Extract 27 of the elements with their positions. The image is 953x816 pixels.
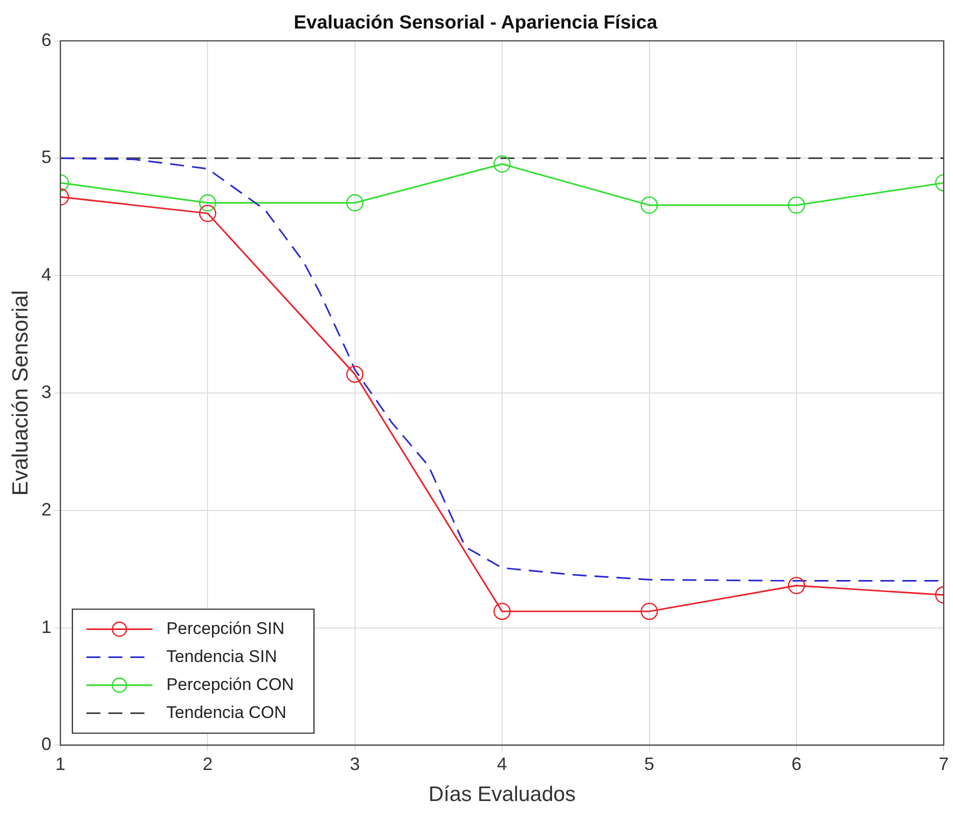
x-axis-title: Días Evaluados — [428, 783, 576, 806]
x-tick-label: 6 — [791, 754, 802, 774]
y-tick-label: 3 — [41, 382, 52, 402]
legend-label: Tendencia SIN — [166, 646, 277, 666]
legend-label: Percepción SIN — [166, 618, 285, 638]
x-tick-label: 2 — [202, 754, 213, 774]
x-tick-label: 1 — [55, 754, 66, 774]
point — [640, 196, 658, 214]
x-tick-label: 5 — [644, 754, 654, 774]
point — [346, 366, 364, 383]
y-tick-label: 4 — [41, 264, 52, 285]
point — [493, 602, 511, 620]
legend-label: Percepción CON — [166, 674, 294, 694]
x-tick-label: 3 — [350, 754, 360, 774]
y-tick-label: 2 — [41, 499, 52, 520]
y-axis-title: Evaluación Sensorial — [7, 290, 32, 496]
y-tick-label: 1 — [41, 616, 52, 637]
point — [493, 155, 511, 173]
point — [640, 602, 658, 620]
legend-label: Tendencia CON — [166, 702, 286, 722]
y-tick-label: 5 — [41, 147, 52, 168]
y-tick-label: 0 — [41, 734, 52, 754]
point — [346, 194, 364, 212]
x-tick-label: 7 — [938, 754, 949, 774]
chart-title: Evaluación Sensorial - Apariencia Física — [294, 12, 658, 34]
x-tick-label: 4 — [497, 754, 508, 774]
y-tick-label: 6 — [41, 30, 52, 50]
